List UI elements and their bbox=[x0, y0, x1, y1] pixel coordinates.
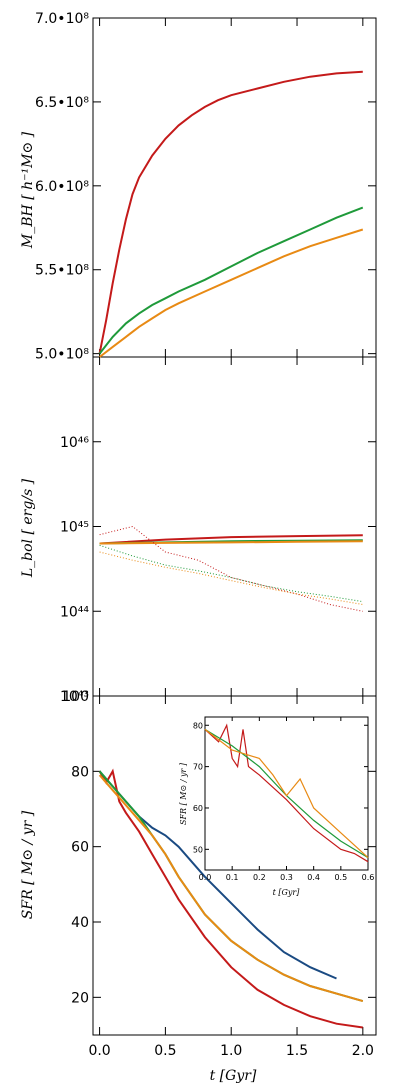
inset-xtick-label: 0.3 bbox=[280, 873, 293, 882]
middle-ytick-label: 10⁴⁵ bbox=[60, 520, 89, 536]
top-series-0 bbox=[98, 70, 363, 354]
top-ylabel: M_BH [ h⁻¹M⊙ ] bbox=[20, 131, 36, 249]
inset-series-0 bbox=[204, 723, 369, 863]
inset-xtick-label: 0.1 bbox=[226, 873, 239, 882]
bottom-ytick-label: 40 bbox=[71, 915, 89, 931]
inset-ytick-label: 50 bbox=[193, 845, 203, 854]
middle-ytick-label: 10⁴³ bbox=[60, 689, 89, 705]
top-ytick-label: 5.5•10⁸ bbox=[35, 263, 89, 279]
middle-ytick-label: 10⁴⁴ bbox=[60, 604, 89, 620]
top-series-2 bbox=[98, 228, 364, 358]
middle-series-2 bbox=[99, 540, 363, 545]
inset-ytick-label: 70 bbox=[193, 763, 203, 772]
bottom-xtick-label: 0.5 bbox=[154, 1043, 176, 1059]
bottom-series-3 bbox=[98, 774, 364, 1003]
bottom-panel: 20 40 60 80 100 0.0 0.5 1.0 1.5 2.0 bbox=[62, 689, 376, 1059]
middle-panel-frame bbox=[92, 356, 377, 697]
bottom-xtick-label: 0.0 bbox=[88, 1043, 110, 1059]
bottom-xtick-label: 2.0 bbox=[352, 1043, 374, 1059]
inset-xlabel: t [Gyr] bbox=[273, 888, 301, 897]
middle-ytick-label: 10⁴⁶ bbox=[60, 435, 89, 451]
top-ytick-label: 6.5•10⁸ bbox=[35, 95, 89, 111]
inset-xtick-label: 0.2 bbox=[253, 873, 266, 882]
middle-series-5 bbox=[99, 551, 363, 605]
bottom-ylabel: SFR [ M⊙ / yr ] bbox=[20, 810, 36, 919]
inset-xtick-label: 0.5 bbox=[334, 873, 347, 882]
bottom-ytick-label: 60 bbox=[71, 840, 89, 856]
bottom-ytick-label: 100 bbox=[62, 689, 89, 705]
middle-ylabel: L_bol [ erg/s ] bbox=[20, 478, 36, 578]
inset-xtick-label: 0.4 bbox=[307, 873, 320, 882]
top-series-1 bbox=[98, 206, 364, 355]
inset-ylabel: SFR [ M⊙ / yr ] bbox=[179, 762, 188, 825]
middle-series-4 bbox=[99, 544, 363, 603]
bottom-xtick-label: 1.0 bbox=[220, 1043, 242, 1059]
inset-ytick-label: 80 bbox=[193, 721, 203, 730]
bottom-xlabel: t [Gyr] bbox=[210, 1068, 257, 1084]
middle-panel: 10⁴³ 10⁴⁴ 10⁴⁵ 10⁴⁶ bbox=[60, 357, 376, 705]
bottom-xtick-label: 1.5 bbox=[286, 1043, 308, 1059]
bottom-ytick-label: 20 bbox=[71, 990, 89, 1006]
top-panel: 5.0•10⁸ 5.5•10⁸ 6.0•10⁸ 6.5•10⁸ 7.0•10⁸ bbox=[35, 11, 376, 363]
bottom-ytick-label: 80 bbox=[71, 764, 89, 780]
inset-panel: 50 60 70 80 0.0 0.1 0.2 0.3 0.4 0.5 0.6 bbox=[193, 717, 375, 882]
inset-xtick-label: 0.6 bbox=[362, 873, 375, 882]
inset-ytick-label: 60 bbox=[193, 804, 203, 813]
middle-series-0 bbox=[99, 534, 363, 545]
middle-series-3 bbox=[99, 525, 363, 612]
bottom-series-1 bbox=[98, 768, 363, 1029]
inset-series-2 bbox=[204, 728, 369, 859]
top-ytick-label: 5.0•10⁸ bbox=[35, 347, 89, 363]
bottom-panel-frame bbox=[92, 695, 377, 1036]
inset-xtick-label: 0.0 bbox=[199, 873, 212, 882]
inset-panel-frame bbox=[204, 716, 369, 871]
top-ytick-label: 7.0•10⁸ bbox=[35, 11, 89, 27]
top-ytick-label: 6.0•10⁸ bbox=[35, 179, 89, 195]
